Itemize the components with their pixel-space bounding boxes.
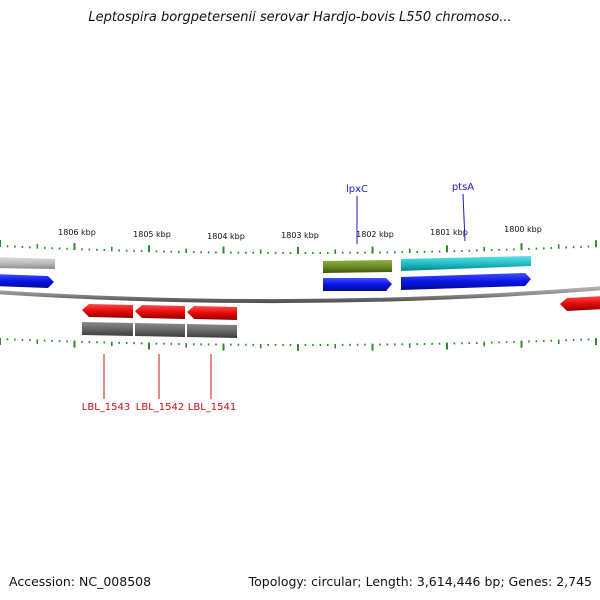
outer-tick-ruler xyxy=(0,240,597,254)
scale-label-1803: 1803 kbp xyxy=(281,231,319,240)
feature-ptsA-gene[interactable] xyxy=(401,256,531,271)
feature-lpxC-gene[interactable] xyxy=(323,260,392,273)
scale-label-1800: 1800 kbp xyxy=(504,225,542,234)
map-title: Leptospira borgpetersenii serovar Hardjo… xyxy=(88,10,512,25)
cds-LBL_1543[interactable] xyxy=(82,304,133,318)
scale-labels: 1806 kbp 1805 kbp 1804 kbp 1803 kbp 1802… xyxy=(58,225,542,241)
scale-label-1804: 1804 kbp xyxy=(207,232,245,241)
gene-labels: lpxC ptsA LBL_1543 LBL_1542 LBL_1541 xyxy=(82,182,475,413)
scale-label-1801: 1801 kbp xyxy=(430,228,468,237)
scale-label-1805: 1805 kbp xyxy=(133,230,171,239)
gene-label-lpxC[interactable]: lpxC xyxy=(346,184,368,195)
cds-blue-left[interactable] xyxy=(0,274,54,288)
scale-label-1802: 1802 kbp xyxy=(356,230,394,239)
label-leaders xyxy=(103,193,466,399)
cds-LBL_1542[interactable] xyxy=(135,305,185,319)
gene-label-LBL_1541[interactable]: LBL_1541 xyxy=(188,402,236,413)
gene-LBL_1542[interactable] xyxy=(135,323,185,337)
accession-text: Accession: NC_008508 xyxy=(9,574,152,589)
chromosome-backbone xyxy=(0,286,600,304)
cds-ptsA[interactable] xyxy=(401,273,531,290)
feature-gray-left[interactable] xyxy=(0,257,55,269)
scale-label-1806: 1806 kbp xyxy=(58,228,96,237)
forward-features xyxy=(0,256,531,291)
gene-LBL_1543[interactable] xyxy=(82,322,133,336)
inner-tick-ruler xyxy=(0,338,597,351)
cds-LBL_1541[interactable] xyxy=(187,306,237,320)
gene-label-ptsA[interactable]: ptsA xyxy=(452,182,474,193)
leader-ptsA xyxy=(462,193,466,242)
cds-lpxC[interactable] xyxy=(323,278,392,291)
reverse-features xyxy=(82,296,600,338)
gene-label-LBL_1542[interactable]: LBL_1542 xyxy=(136,402,184,413)
gene-LBL_1541[interactable] xyxy=(187,324,237,338)
topology-summary: Topology: circular; Length: 3,614,446 bp… xyxy=(248,574,592,589)
cds-red-right[interactable] xyxy=(560,296,600,311)
gene-label-LBL_1543[interactable]: LBL_1543 xyxy=(82,402,130,413)
